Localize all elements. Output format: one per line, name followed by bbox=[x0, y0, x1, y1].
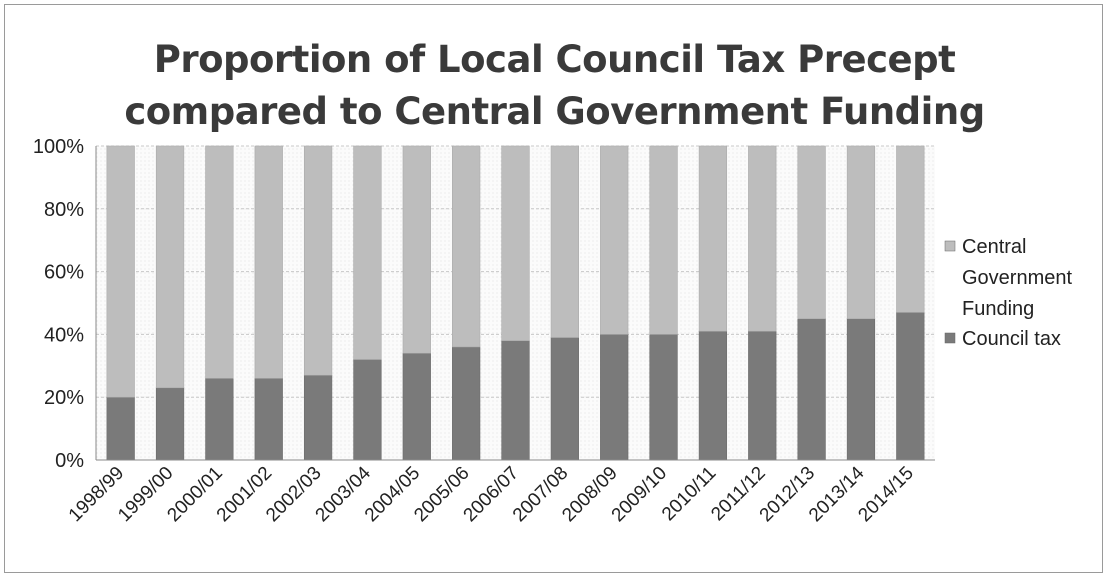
bar-council-tax-2008/09 bbox=[600, 334, 629, 461]
legend: Central Government Funding Council tax bbox=[944, 236, 1072, 350]
bar-council-tax-2012/13 bbox=[797, 318, 826, 461]
bars bbox=[106, 145, 925, 461]
bar-central-government-2005/06 bbox=[452, 145, 481, 348]
bar-central-government-2009/10 bbox=[649, 145, 678, 335]
legend-council-tax-swatch bbox=[944, 332, 956, 344]
bar-central-government-2001/02 bbox=[254, 145, 283, 379]
bar-central-government-2003/04 bbox=[353, 145, 382, 360]
bar-council-tax-2005/06 bbox=[452, 346, 481, 461]
x-tick-label: 2009/10 bbox=[608, 463, 671, 526]
y-tick-label: 80% bbox=[44, 199, 84, 221]
bar-central-government-2011/12 bbox=[748, 145, 777, 332]
bar-council-tax-2003/04 bbox=[353, 359, 382, 461]
bar-central-government-2002/03 bbox=[303, 145, 333, 376]
bar-council-tax-2004/05 bbox=[402, 352, 431, 461]
bar-central-government-2004/05 bbox=[402, 145, 431, 354]
bar-council-tax-2007/08 bbox=[550, 337, 579, 461]
legend-central-government-label: Central Government Funding bbox=[962, 236, 1072, 320]
x-axis: 1998/991999/002000/012001/022002/032003/… bbox=[65, 459, 935, 526]
y-axis: 0% 20% 40% 60% 80% 100% bbox=[33, 136, 97, 472]
legend-council-tax-label: Council tax bbox=[962, 328, 1061, 350]
legend-central-government-swatch bbox=[944, 240, 956, 252]
bar-council-tax-2009/10 bbox=[649, 334, 678, 461]
bar-central-government-1999/00 bbox=[155, 145, 185, 389]
bar-central-government-1998/99 bbox=[106, 145, 135, 398]
y-tick-label: 100% bbox=[33, 136, 84, 158]
y-tick-label: 20% bbox=[44, 387, 84, 409]
chart-title-line-2: compared to Central Government Funding bbox=[124, 90, 985, 133]
bar-central-government-2000/01 bbox=[205, 145, 234, 379]
x-tick-label: 2010/11 bbox=[658, 463, 720, 525]
bar-central-government-2007/08 bbox=[550, 145, 579, 338]
bar-council-tax-2014/15 bbox=[896, 312, 925, 461]
bar-council-tax-2010/11 bbox=[698, 330, 728, 461]
bar-central-government-2010/11 bbox=[698, 145, 728, 332]
bar-central-government-2012/13 bbox=[797, 145, 826, 319]
bar-council-tax-2013/14 bbox=[846, 318, 876, 461]
y-tick-label: 40% bbox=[44, 324, 84, 346]
bar-council-tax-2011/12 bbox=[748, 330, 777, 461]
bar-council-tax-1998/99 bbox=[106, 396, 135, 461]
x-tick-label: 2014/15 bbox=[854, 463, 917, 526]
chart-title-line-1: Proportion of Local Council Tax Precept bbox=[153, 38, 956, 81]
bar-council-tax-2002/03 bbox=[303, 374, 333, 461]
bar-council-tax-2001/02 bbox=[254, 378, 283, 461]
bar-central-government-2014/15 bbox=[896, 145, 925, 313]
y-tick-label: 60% bbox=[44, 262, 84, 284]
bar-central-government-2013/14 bbox=[846, 145, 876, 319]
bar-council-tax-2000/01 bbox=[205, 378, 234, 461]
y-tick-label: 0% bbox=[55, 450, 84, 472]
bar-central-government-2008/09 bbox=[600, 145, 629, 335]
chart-title: Proportion of Local Council Tax Precept … bbox=[0, 34, 1109, 138]
bar-council-tax-1999/00 bbox=[155, 387, 185, 461]
bar-central-government-2006/07 bbox=[501, 145, 530, 341]
bar-council-tax-2006/07 bbox=[501, 340, 530, 461]
